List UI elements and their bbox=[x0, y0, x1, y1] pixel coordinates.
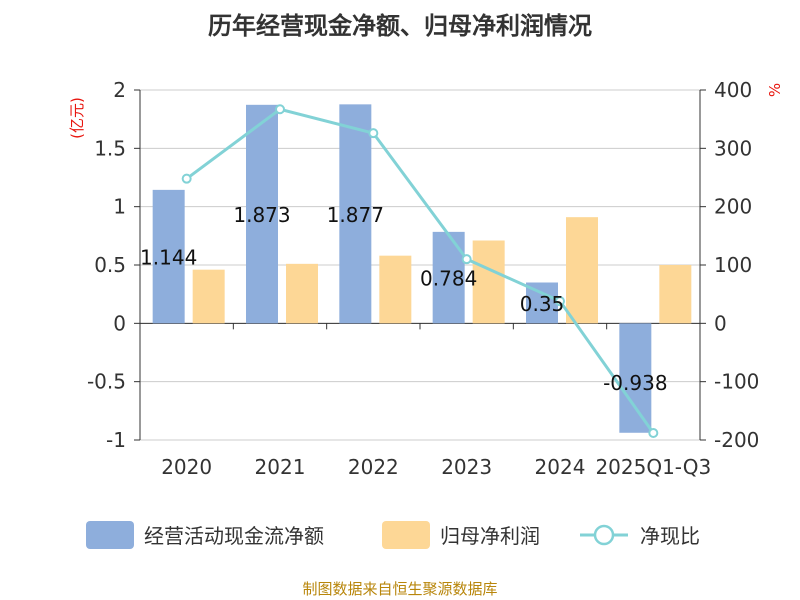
profit-bar bbox=[659, 265, 692, 324]
legend-swatch-profit bbox=[382, 521, 430, 549]
category-label: 2025Q1-Q3 bbox=[595, 455, 711, 479]
right-tick-label: -100 bbox=[714, 370, 759, 394]
category-label: 2023 bbox=[441, 455, 492, 479]
left-axis-unit: (亿元) bbox=[68, 97, 86, 139]
cashflow-bar bbox=[246, 104, 278, 324]
cashflow-data-label: 1.144 bbox=[140, 246, 197, 270]
category-label: 2022 bbox=[348, 455, 399, 479]
ratio-point bbox=[461, 254, 472, 265]
left-tick-label: -0.5 bbox=[87, 370, 126, 394]
profit-bar bbox=[566, 217, 598, 324]
profit-bar bbox=[379, 255, 412, 324]
cashflow-bar bbox=[339, 104, 372, 324]
right-tick-label: 0 bbox=[714, 311, 727, 335]
ratio-point bbox=[555, 296, 565, 307]
right-tick-label: 400 bbox=[714, 78, 752, 102]
chart-title: 历年经营现金净额、归母净利润情况 bbox=[208, 12, 592, 40]
profit-bar bbox=[286, 263, 318, 324]
cashflow-data-label: 0.35 bbox=[520, 292, 565, 316]
left-tick-label: 2 bbox=[113, 78, 126, 102]
legend-swatch-ratio-marker bbox=[593, 524, 615, 546]
category-label: 2024 bbox=[535, 455, 586, 479]
left-tick-label: 1 bbox=[113, 195, 126, 219]
ratio-line bbox=[185, 107, 655, 434]
left-tick-label: 0.5 bbox=[94, 253, 126, 277]
left-tick-label: -1 bbox=[106, 428, 126, 452]
legend-label-ratio: 净现比 bbox=[640, 524, 700, 548]
right-tick-label: 100 bbox=[714, 253, 752, 277]
legend-swatch-cashflow bbox=[86, 521, 134, 549]
cashflow-data-label: 1.877 bbox=[327, 203, 384, 227]
cashflow-data-label: -0.938 bbox=[603, 371, 667, 395]
ratio-point bbox=[648, 428, 659, 438]
legend-label-profit: 归母净利润 bbox=[440, 524, 540, 548]
left-tick-label: 1.5 bbox=[94, 136, 126, 160]
legend-label-cashflow: 经营活动现金流净额 bbox=[144, 524, 324, 548]
category-label: 2021 bbox=[255, 455, 306, 479]
cashflow-data-label: 1.873 bbox=[233, 203, 290, 227]
cashflow-data-label: 0.784 bbox=[420, 267, 477, 291]
right-axis-unit: % bbox=[766, 83, 784, 97]
category-label: 2020 bbox=[161, 455, 212, 479]
cashflow-bar bbox=[152, 189, 185, 324]
left-tick-label: 0 bbox=[113, 311, 126, 335]
profit-bar bbox=[472, 240, 505, 324]
ratio-point bbox=[368, 128, 379, 139]
source-note: 制图数据来自恒生聚源数据库 bbox=[302, 580, 498, 598]
cashflow-bar bbox=[619, 323, 652, 433]
ratio-point bbox=[181, 173, 192, 184]
right-tick-label: 200 bbox=[714, 195, 752, 219]
profit-bar bbox=[192, 269, 225, 324]
ratio-point bbox=[275, 104, 285, 115]
right-tick-label: -200 bbox=[714, 428, 759, 452]
right-tick-label: 300 bbox=[714, 136, 752, 160]
